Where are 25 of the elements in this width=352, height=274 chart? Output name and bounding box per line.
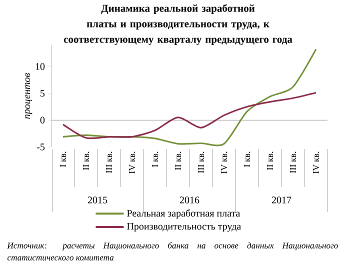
x-tick-label: I кв. bbox=[60, 152, 66, 167]
x-tick-label: IV кв. bbox=[128, 152, 136, 174]
x-tick-label: II кв. bbox=[174, 152, 182, 170]
x-tick-label: III кв. bbox=[106, 152, 112, 173]
x-tick-label: IV кв. bbox=[220, 152, 228, 174]
x-tick-label: II кв. bbox=[266, 152, 274, 170]
x-tick-label: II кв. bbox=[82, 152, 90, 170]
line-series bbox=[62, 92, 317, 140]
legend-label: Производительность труда bbox=[127, 222, 241, 232]
text: Источник: расчеты Национального банка на основе данных Национального статистического комитета bbox=[7, 242, 338, 260]
x-tick-label: III кв. bbox=[290, 152, 296, 173]
text: 2016 bbox=[180, 196, 200, 204]
text: 2017 bbox=[272, 196, 292, 204]
x-tick-label: IV кв. bbox=[312, 152, 320, 174]
x-tick-label: I кв. bbox=[244, 152, 250, 167]
x-tick-label: I кв. bbox=[152, 152, 158, 167]
text: 2015 bbox=[88, 196, 108, 204]
legend-label: Реальная заработная плата bbox=[127, 209, 240, 219]
y-axis-title: процентов bbox=[25, 73, 32, 119]
x-tick-label: III кв. bbox=[198, 152, 204, 173]
y-tick-label: 5 bbox=[40, 90, 45, 97]
y-tick-label: 10 bbox=[36, 63, 45, 70]
chart-title: Динамика реальной заработной платы и производительности труда, к соответствующему кварталу предыдущего года bbox=[64, 4, 292, 45]
y-tick-label: 0 bbox=[40, 116, 45, 124]
y-tick-label: -5 bbox=[37, 144, 45, 150]
